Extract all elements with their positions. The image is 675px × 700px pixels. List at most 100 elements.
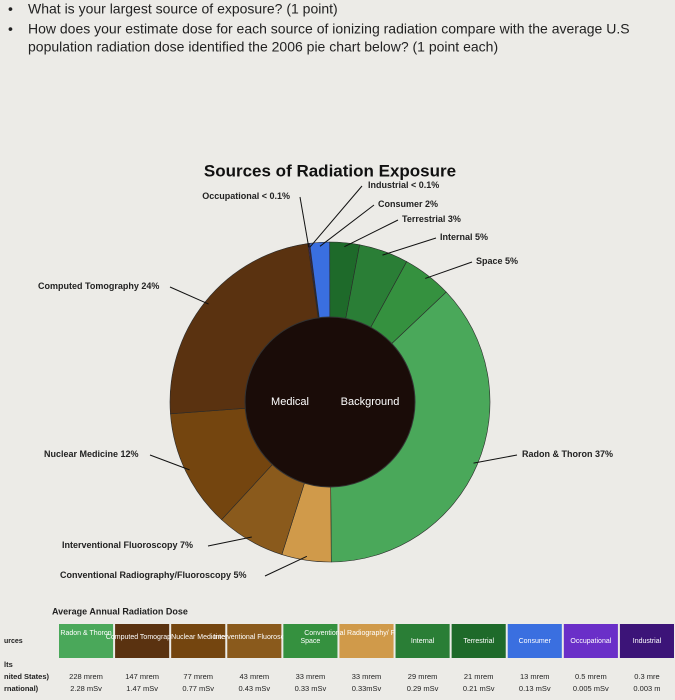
table-cell: 0.29 mSv xyxy=(407,684,439,693)
table-cell: 13 mrem xyxy=(520,672,550,681)
header-text: Terrestrial xyxy=(463,638,494,645)
slice-label: Radon & Thoron 37% xyxy=(522,449,613,459)
table-cell: 0.33 mSv xyxy=(295,684,327,693)
table-cell: 0.003 m xyxy=(633,684,660,693)
center-label: Background xyxy=(341,396,400,408)
table-cell: rnational) xyxy=(4,684,39,693)
slice-value: 5% xyxy=(505,256,518,266)
slice-name: Interventional Fluoroscopy xyxy=(62,540,178,550)
header-cell xyxy=(563,624,618,658)
table-cell: 21 mrem xyxy=(464,672,494,681)
table-cell: 33 mrem xyxy=(352,672,382,681)
slice-label: Nuclear Medicine 12% xyxy=(44,449,139,459)
leader-line xyxy=(299,196,310,248)
header-text: Conventional Radiography/ Fluoroscopy xyxy=(304,630,429,637)
slice-label: Interventional Fluoroscopy 7% xyxy=(62,540,193,550)
slice-label: Space 5% xyxy=(476,256,518,266)
slice-name: Conventional Radiography/Fluoroscopy xyxy=(60,570,231,580)
leader-line xyxy=(425,261,473,279)
leader-line xyxy=(473,454,518,464)
slice-name: Occupational xyxy=(202,191,259,201)
header-cell xyxy=(59,624,114,658)
leader-line xyxy=(169,286,209,305)
header-cell xyxy=(451,624,506,658)
slice-label: Consumer 2% xyxy=(378,199,438,209)
header-cell xyxy=(227,624,282,658)
table-cell: 0.005 mSv xyxy=(573,684,609,693)
question: How does your estimate dose for each sou… xyxy=(28,21,630,37)
slice-value: < 0.1% xyxy=(411,180,439,190)
header-cell xyxy=(619,624,674,658)
question: What is your largest source of exposure?… xyxy=(28,1,338,17)
header-text: Computed Tomography xyxy=(106,634,179,641)
table-cell: 33 mrem xyxy=(296,672,326,681)
header-text: Consumer xyxy=(519,638,552,645)
table-cell: 0.13 mSv xyxy=(519,684,551,693)
table-cell: 0.3 mre xyxy=(634,672,659,681)
table-cell: 0.21 mSv xyxy=(463,684,495,693)
header-cell xyxy=(283,624,338,658)
table-cell: 147 mrem xyxy=(125,672,159,681)
slice-label: Terrestrial 3% xyxy=(402,214,461,224)
table-cell: 228 mrem xyxy=(69,672,103,681)
units-label: lts xyxy=(4,660,13,669)
slice-value: 12% xyxy=(121,449,139,459)
header-cell xyxy=(1,624,57,658)
slice-label: Computed Tomography 24% xyxy=(38,281,159,291)
slice-label: Industrial < 0.1% xyxy=(368,180,439,190)
slice-value: 7% xyxy=(180,540,193,550)
header-text: Space xyxy=(300,638,320,645)
table-cell: 29 mrem xyxy=(408,672,438,681)
leader-line xyxy=(319,204,375,247)
slice-name: Industrial xyxy=(368,180,409,190)
slice-value: 5% xyxy=(234,570,247,580)
slice-name: Consumer xyxy=(378,199,423,209)
leader-line xyxy=(344,219,399,248)
slice-label: Conventional Radiography/Fluoroscopy 5% xyxy=(60,570,247,580)
header-text: Interventional Fluoroscopy xyxy=(213,634,296,641)
slice-value: < 0.1% xyxy=(262,191,290,201)
slice-name: Radon & Thoron xyxy=(522,449,593,459)
slice-name: Space xyxy=(476,256,503,266)
slice-label: Internal 5% xyxy=(440,232,488,242)
table-cell: 0.33mSv xyxy=(352,684,382,693)
slice-value: 2% xyxy=(425,199,438,209)
slice-label: Occupational < 0.1% xyxy=(202,191,290,201)
table-cell: 43 mrem xyxy=(240,672,270,681)
leader-line xyxy=(207,536,252,547)
question: population radiation dose identified the… xyxy=(28,39,498,55)
table-cell: 77 mrem xyxy=(183,672,213,681)
slice-name: Nuclear Medicine xyxy=(44,449,118,459)
leader-line xyxy=(264,555,308,577)
header-text: Occupational xyxy=(570,638,611,645)
header-cell xyxy=(171,624,226,658)
leader-line xyxy=(149,454,190,471)
slice-name: Computed Tomography xyxy=(38,281,139,291)
header-text: Nuclear Medicine xyxy=(171,634,225,641)
table-cell: 0.77 mSv xyxy=(182,684,214,693)
slice-value: 3% xyxy=(448,214,461,224)
header-cell xyxy=(395,624,450,658)
slice-value: 24% xyxy=(141,281,159,291)
table-cell: 0.5 mrem xyxy=(575,672,607,681)
bullet: • xyxy=(8,21,13,37)
header-text: Radon & Thoron xyxy=(60,630,111,637)
slice-value: 5% xyxy=(475,232,488,242)
header-text: Industrial xyxy=(633,638,662,645)
leader-line xyxy=(382,237,437,256)
table-cell: 1.47 mSv xyxy=(126,684,158,693)
chart-title: Sources of Radiation Exposure xyxy=(204,161,456,180)
header-text: urces xyxy=(4,638,23,645)
table-cell: 2.28 mSv xyxy=(70,684,102,693)
leader-line xyxy=(309,185,363,248)
header-cell xyxy=(115,624,170,658)
table-cell: nited States) xyxy=(4,672,50,681)
slice-value: 37% xyxy=(595,449,613,459)
header-cell xyxy=(507,624,562,658)
slice-name: Terrestrial xyxy=(402,214,445,224)
header-cell xyxy=(339,624,394,658)
header-text: Internal xyxy=(411,638,435,645)
slice-name: Internal xyxy=(440,232,473,242)
table-cell: 0.43 mSv xyxy=(238,684,270,693)
bullet: • xyxy=(8,1,13,17)
